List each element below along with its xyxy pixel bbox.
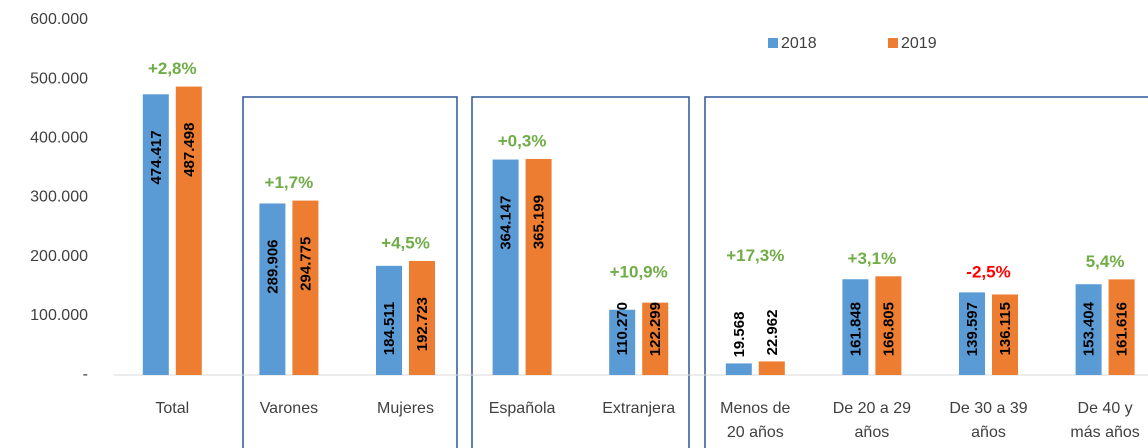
- value-label: 192.723: [414, 297, 431, 351]
- x-tick-label: Mujeres: [377, 400, 434, 417]
- bar: [1075, 284, 1102, 375]
- growth-annotation: +3,1%: [848, 249, 897, 268]
- y-tick-label: 600.000: [30, 11, 88, 28]
- bar: [259, 203, 286, 375]
- bar: [842, 279, 869, 375]
- bar: [609, 309, 636, 375]
- y-tick-label: 300.000: [30, 189, 88, 206]
- value-label: 110.270: [614, 302, 631, 355]
- bar: [642, 302, 669, 375]
- bar: [409, 260, 435, 375]
- y-tick-label: -: [83, 366, 88, 383]
- group-box: [704, 96, 1148, 448]
- bar: [725, 363, 752, 375]
- bar: [1108, 279, 1135, 375]
- value-label: 136.115: [997, 302, 1014, 355]
- growth-annotation: +4,5%: [381, 233, 430, 252]
- legend-label: 2019: [901, 35, 937, 52]
- value-label: 487.498: [181, 123, 198, 177]
- value-label: 22.962: [764, 310, 781, 356]
- y-tick-label: 100.000: [30, 307, 88, 324]
- growth-annotation: +10,9%: [610, 262, 668, 281]
- x-tick-label: Extranjera: [602, 400, 676, 417]
- growth-annotation: 5,4%: [1086, 252, 1125, 271]
- y-tick-label: 200.000: [30, 248, 88, 265]
- growth-annotation: +2,8%: [148, 59, 197, 78]
- x-tick-label: De 40 y más años: [1070, 400, 1140, 441]
- bar: [959, 292, 985, 375]
- growth-annotation: +1,7%: [265, 173, 314, 192]
- value-label: 122.299: [647, 302, 664, 356]
- value-label: 364.147: [498, 196, 515, 250]
- value-label: 184.511: [381, 302, 398, 355]
- value-label: 139.597: [964, 302, 981, 356]
- group-box: [242, 96, 458, 448]
- bar: [376, 265, 402, 375]
- legend-label: 2018: [781, 35, 817, 52]
- value-label: 166.805: [880, 302, 897, 356]
- bar: [525, 158, 552, 375]
- value-label: 161.848: [847, 302, 864, 356]
- bar: [142, 94, 169, 375]
- bar: [292, 200, 319, 375]
- legend-swatch: [888, 38, 898, 48]
- value-label: 365.199: [531, 195, 548, 249]
- value-label: 19.568: [731, 312, 748, 358]
- y-tick-label: 500.000: [30, 70, 88, 87]
- x-tick-label: Total: [155, 400, 190, 417]
- bar: [992, 294, 1018, 375]
- value-label: 153.404: [1081, 301, 1098, 356]
- value-label: 289.906: [264, 239, 281, 293]
- growth-annotation: +17,3%: [726, 246, 784, 265]
- value-label: 474.417: [148, 130, 165, 184]
- x-tick-label: Menos de 20 años: [720, 400, 791, 441]
- legend-swatch: [768, 38, 778, 48]
- x-tick-label: Varones: [259, 400, 319, 417]
- bar: [492, 159, 519, 375]
- group-box: [471, 96, 690, 448]
- value-label: 161.616: [1114, 302, 1131, 356]
- growth-annotation: +0,3%: [498, 131, 547, 150]
- bar: [758, 361, 785, 375]
- value-label: 294.775: [297, 237, 314, 291]
- x-tick-label: Española: [488, 400, 556, 417]
- bar: [175, 86, 202, 375]
- x-tick-label: De 20 a 29 años: [832, 400, 912, 441]
- growth-annotation: -2,5%: [966, 262, 1010, 281]
- bar: [875, 276, 902, 375]
- x-tick-label: De 30 a 39 años: [949, 400, 1028, 441]
- y-tick-label: 400.000: [30, 130, 88, 147]
